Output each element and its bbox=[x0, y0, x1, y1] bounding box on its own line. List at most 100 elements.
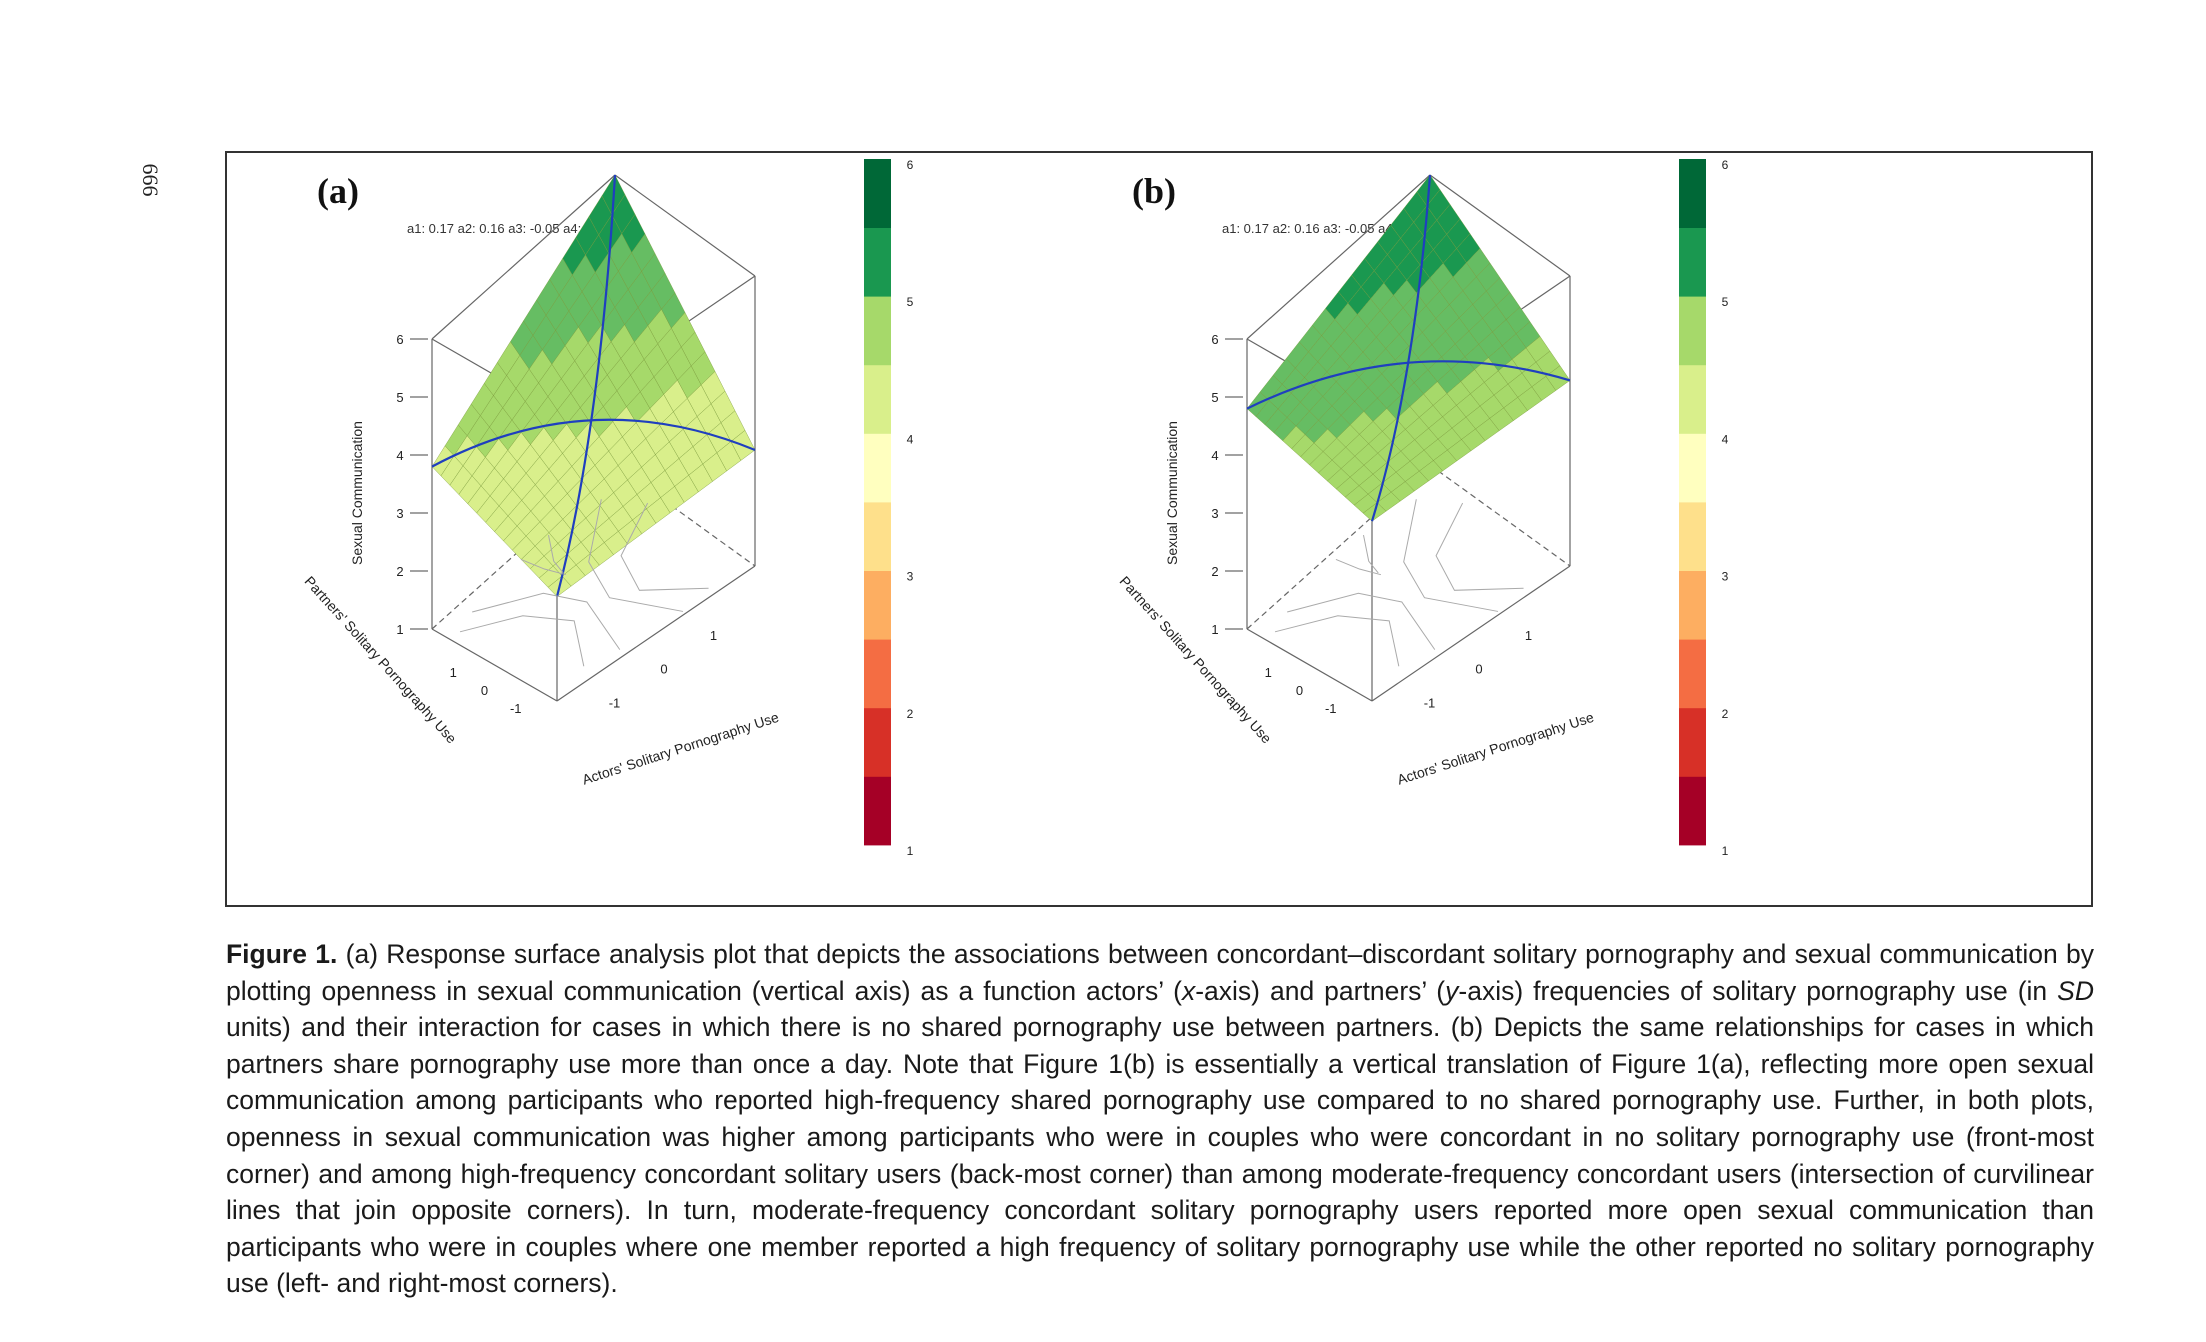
caption-label: Figure 1. bbox=[226, 939, 338, 969]
z-tick-label: 4 bbox=[396, 448, 403, 463]
panel-b: (b) a1: 0.17 a2: 0.16 a3: -0.05 a4: -0.16… bbox=[1117, 158, 1729, 858]
colorbar-tick-label: 5 bbox=[907, 295, 914, 309]
colorbar-tick-label: 2 bbox=[907, 707, 914, 721]
y-tick-label: -1 bbox=[510, 701, 522, 716]
page-number: 666 bbox=[138, 163, 163, 197]
floor-contour bbox=[520, 558, 567, 576]
caption-sd-italic: SD bbox=[2057, 975, 2094, 1006]
z-tick-label: 3 bbox=[1211, 506, 1218, 521]
z-tick-label: 5 bbox=[1211, 390, 1218, 405]
colorbar-segment bbox=[864, 707, 891, 777]
colorbar-segment bbox=[1679, 707, 1706, 777]
panel-label: (a) bbox=[317, 171, 359, 211]
z-axis-label: Sexual Communication bbox=[349, 421, 365, 565]
x-tick-label: -1 bbox=[1424, 695, 1436, 710]
x-tick-label: -1 bbox=[609, 695, 621, 710]
colorbar-tick-label: 6 bbox=[1722, 158, 1729, 172]
line-of-incongruence bbox=[431, 418, 756, 468]
line-of-congruence bbox=[555, 174, 617, 597]
box-edge-back bbox=[614, 464, 756, 567]
colorbar-tick-label: 3 bbox=[1722, 570, 1729, 584]
colorbar-segment bbox=[1679, 296, 1706, 366]
box-edge bbox=[1429, 174, 1571, 277]
floor-contour bbox=[1335, 558, 1382, 576]
colorbar-tick-label: 5 bbox=[1722, 295, 1729, 309]
caption-text-1: (a) Response surface analysis plot that … bbox=[226, 939, 2094, 1006]
colorbar-segment bbox=[864, 227, 891, 297]
colorbar-tick-label: 4 bbox=[907, 432, 914, 446]
caption-y-italic: y bbox=[1445, 975, 1459, 1006]
z-tick-label: 6 bbox=[1211, 332, 1218, 347]
line-of-congruence bbox=[1370, 174, 1432, 522]
y-tick-label: 1 bbox=[450, 665, 457, 680]
colorbar-segment bbox=[1679, 639, 1706, 709]
z-tick-label: 1 bbox=[396, 622, 403, 637]
panel-a: (a) a1: 0.17 a2: 0.16 a3: -0.05 a4: -0.16… bbox=[302, 158, 914, 858]
caption-text-3: -axis) frequencies of solitary pornograp… bbox=[1458, 975, 2058, 1006]
x-axis-label: Actors' Solitary Pornography Use bbox=[580, 709, 781, 788]
box-edge bbox=[1246, 628, 1373, 702]
colorbar-segment bbox=[1679, 570, 1706, 640]
colorbar-tick-label: 4 bbox=[1722, 432, 1729, 446]
floor-contour bbox=[548, 534, 564, 574]
colorbar-tick-label: 3 bbox=[907, 570, 914, 584]
floor-contour bbox=[472, 592, 621, 650]
x-tick-label: 0 bbox=[660, 662, 667, 677]
colorbar-segment bbox=[1679, 159, 1706, 228]
y-tick-label: -1 bbox=[1325, 701, 1337, 716]
colorbar-segment bbox=[1679, 502, 1706, 571]
box-edge bbox=[556, 565, 756, 702]
floor-contour bbox=[1403, 499, 1499, 612]
figure-caption: Figure 1. (a) Response surface analysis … bbox=[226, 936, 2094, 1302]
floor-contour bbox=[588, 499, 684, 612]
x-tick-label: 0 bbox=[1475, 662, 1482, 677]
x-tick-label: 1 bbox=[1525, 628, 1532, 643]
coefficients-label: a1: 0.17 a2: 0.16 a3: -0.05 a4: -0.16 bbox=[407, 221, 614, 236]
y-tick-label: 0 bbox=[1296, 683, 1303, 698]
line-of-incongruence bbox=[1246, 360, 1571, 410]
z-tick-label: 2 bbox=[1211, 564, 1218, 579]
colorbar-tick-label: 1 bbox=[907, 844, 914, 858]
colorbar-segment bbox=[864, 776, 891, 846]
z-tick-label: 5 bbox=[396, 390, 403, 405]
z-tick-label: 2 bbox=[396, 564, 403, 579]
box-edge bbox=[431, 174, 616, 340]
floor-contour bbox=[459, 615, 585, 667]
z-tick-label: 3 bbox=[396, 506, 403, 521]
colorbar-segment bbox=[864, 364, 891, 434]
colorbar-tick-label: 1 bbox=[1722, 844, 1729, 858]
figure-plots: (a) a1: 0.17 a2: 0.16 a3: -0.05 a4: -0.16… bbox=[302, 158, 1729, 858]
floor-contour bbox=[1274, 615, 1400, 667]
colorbar-segment bbox=[1679, 364, 1706, 434]
colorbar-segment bbox=[864, 502, 891, 571]
panel-label: (b) bbox=[1132, 171, 1176, 211]
colorbar-tick-label: 2 bbox=[1722, 707, 1729, 721]
z-axis-label: Sexual Communication bbox=[1164, 421, 1180, 565]
coefficients-label: a1: 0.17 a2: 0.16 a3: -0.05 a4: -0.16 bbox=[1222, 221, 1429, 236]
colorbar-tick-label: 6 bbox=[907, 158, 914, 172]
caption-text-2: -axis) and partners’ ( bbox=[1195, 975, 1446, 1006]
box-edge bbox=[431, 628, 558, 702]
x-tick-label: 1 bbox=[710, 628, 717, 643]
colorbar-segment bbox=[864, 433, 891, 503]
box-edge bbox=[614, 174, 756, 277]
y-tick-label: 1 bbox=[1265, 665, 1272, 680]
caption-text-4: units) and their interaction for cases i… bbox=[226, 1012, 2094, 1299]
colorbar-segment bbox=[864, 570, 891, 640]
colorbar-segment bbox=[1679, 227, 1706, 297]
caption-x-italic: x bbox=[1181, 975, 1196, 1006]
x-axis-label: Actors' Solitary Pornography Use bbox=[1395, 709, 1596, 788]
y-axis-label: Partners' Solitary Pornography Use bbox=[302, 573, 461, 747]
y-axis-label: Partners' Solitary Pornography Use bbox=[1117, 573, 1276, 747]
colorbar-segment bbox=[864, 296, 891, 366]
colorbar-segment bbox=[1679, 776, 1706, 846]
colorbar-segment bbox=[1679, 433, 1706, 503]
z-tick-label: 1 bbox=[1211, 622, 1218, 637]
floor-contour bbox=[620, 502, 709, 591]
z-tick-label: 4 bbox=[1211, 448, 1218, 463]
colorbar-segment bbox=[864, 639, 891, 709]
y-tick-label: 0 bbox=[481, 683, 488, 698]
box-edge-back bbox=[1429, 464, 1571, 567]
floor-contour bbox=[1435, 502, 1524, 591]
box-edge bbox=[1371, 565, 1571, 702]
